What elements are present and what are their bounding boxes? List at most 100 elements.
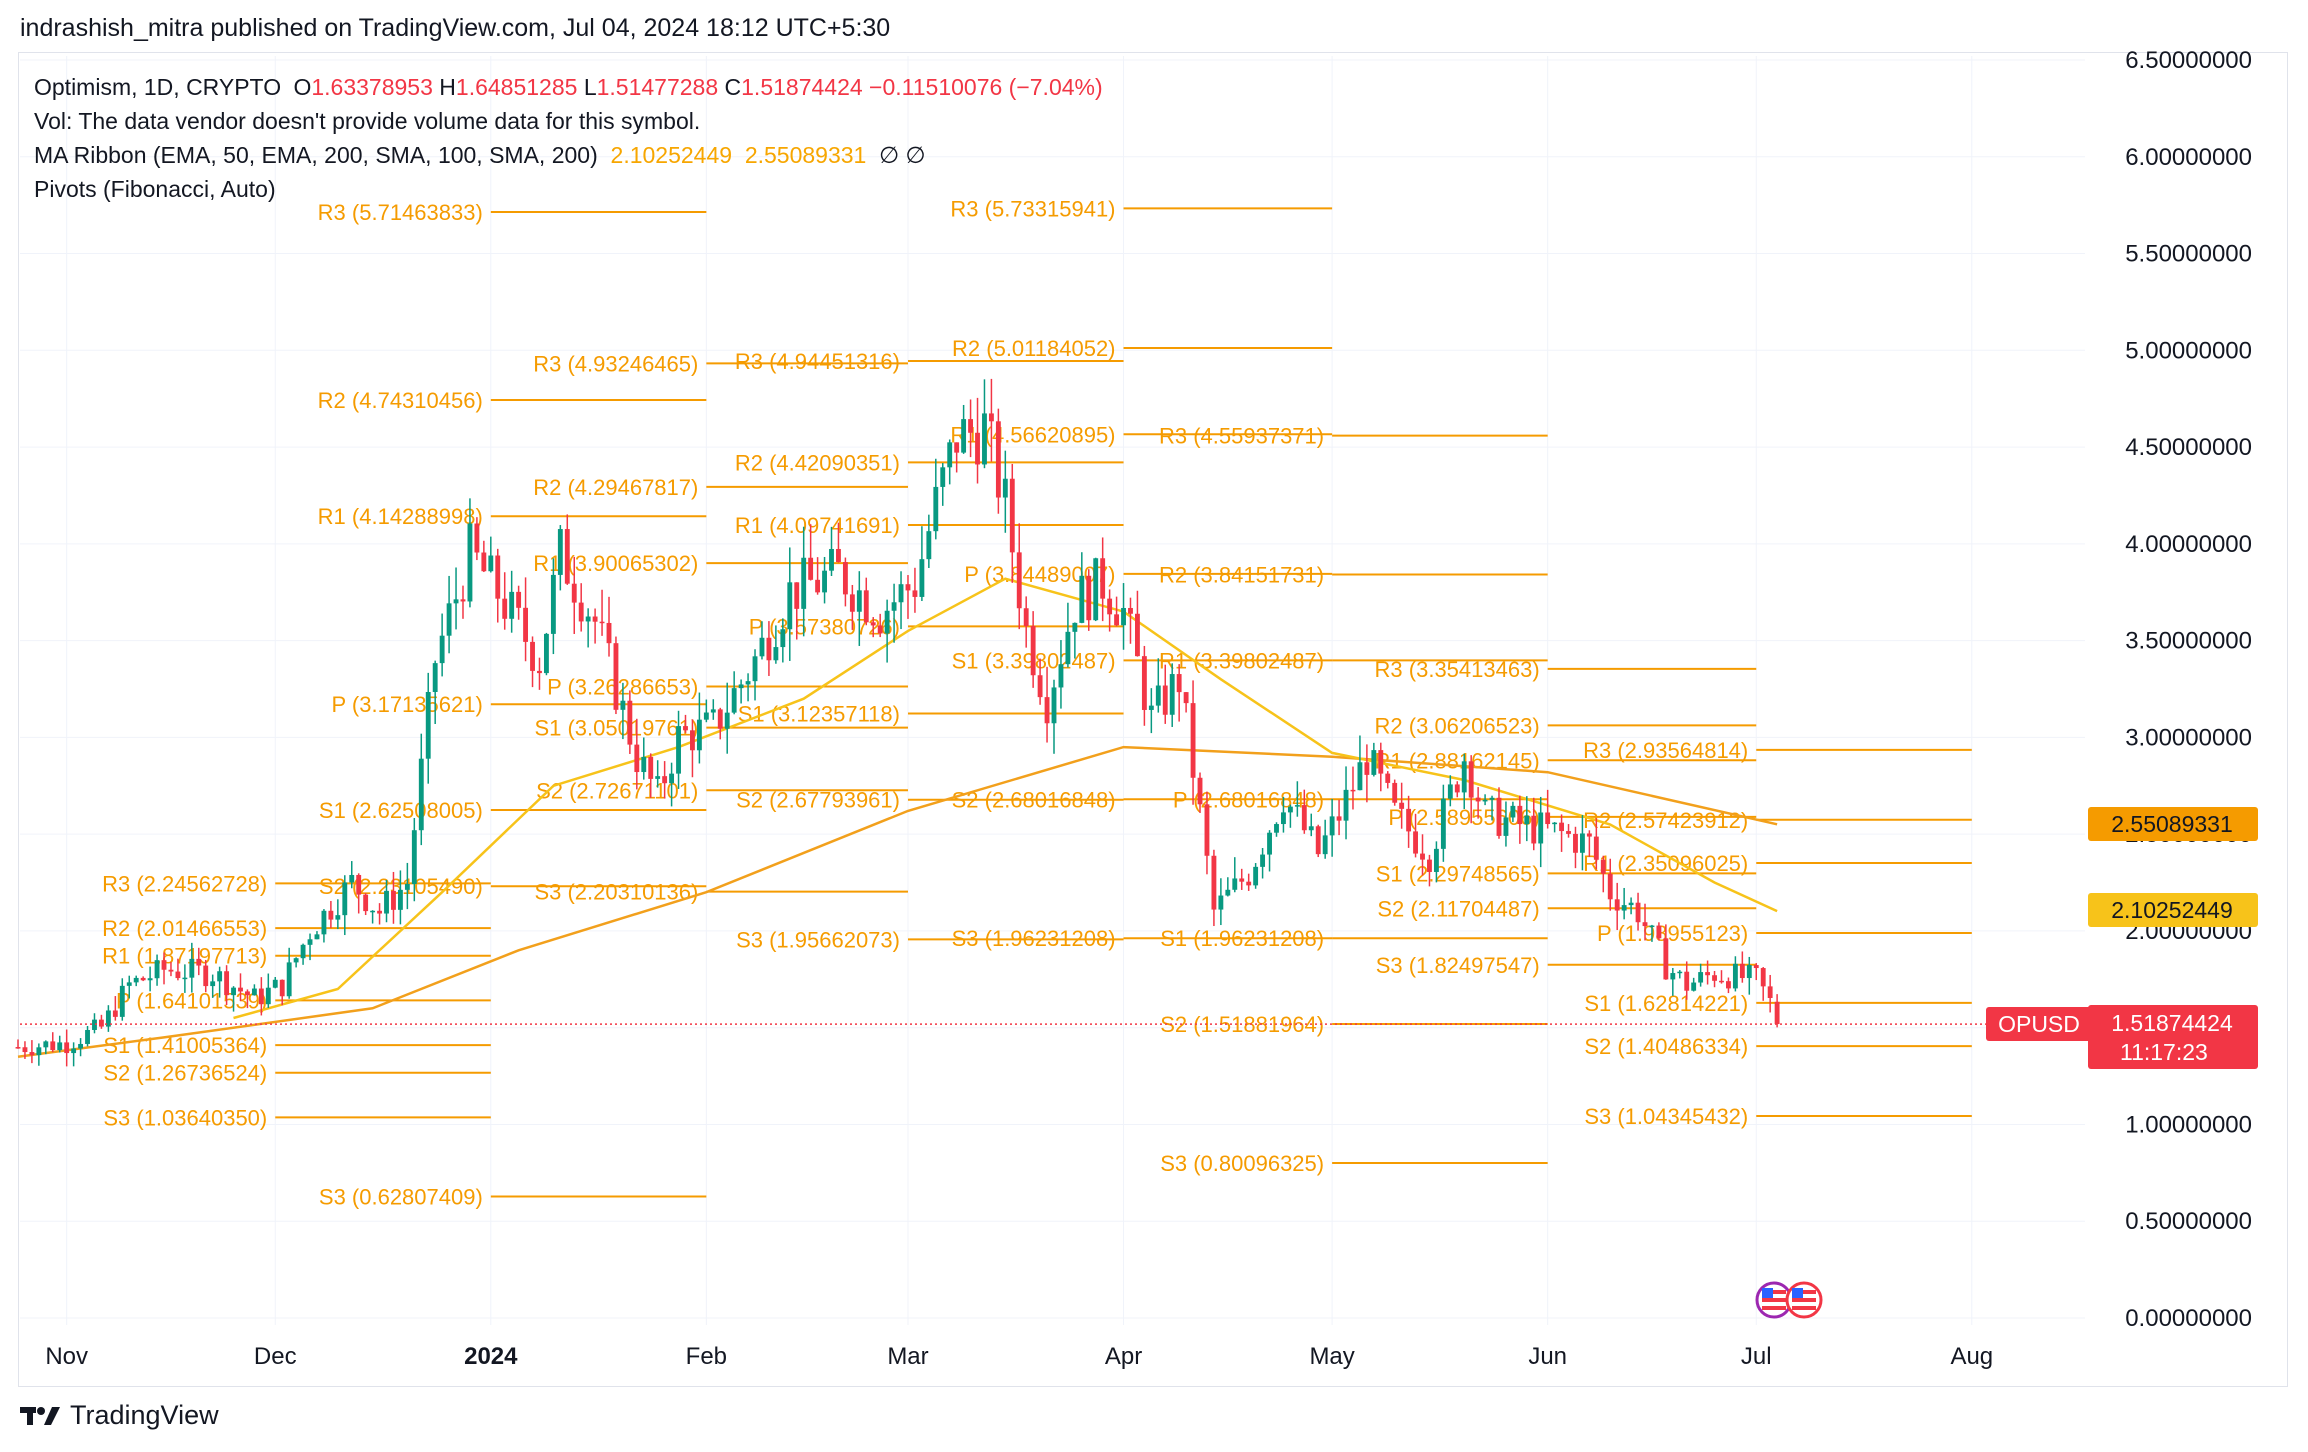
candle-body <box>1190 703 1196 778</box>
candle-body <box>724 712 730 729</box>
candle-body <box>634 744 640 773</box>
flag-icon[interactable] <box>1755 1281 1823 1319</box>
pivot-label: S1 (1.62814221) <box>1584 991 1748 1016</box>
candle-body <box>1211 855 1217 910</box>
pivot-label: S1 (3.05019761) <box>534 716 698 741</box>
pivot-label: S3 (1.04345432) <box>1584 1104 1748 1129</box>
candle-body <box>391 890 396 910</box>
pivot-label: S1 (2.62508005) <box>319 798 483 823</box>
countdown-timer: 11:17:23 <box>2120 1039 2208 1065</box>
candle-body <box>370 910 376 913</box>
candle-body <box>1093 558 1099 621</box>
candle-body <box>815 579 821 593</box>
x-tick-label: Jul <box>1741 1343 1772 1370</box>
candle-body <box>182 977 188 980</box>
pivot-label: P (3.84489007) <box>964 562 1115 587</box>
candle-body <box>933 486 939 532</box>
candle-body <box>606 622 612 644</box>
candle-body <box>1746 965 1752 979</box>
pivot-label: P (1.98955123) <box>1597 921 1748 946</box>
pivot-label: R2 (4.42090351) <box>735 450 900 475</box>
candle-body <box>1705 972 1711 976</box>
candle-body <box>794 582 800 609</box>
candle-body <box>133 977 139 983</box>
candle-body <box>676 726 681 774</box>
candle-body <box>1635 902 1641 923</box>
candle-body <box>1447 784 1453 799</box>
candle-body <box>314 934 320 940</box>
ma-upper-badge: 2.55089331 <box>2088 807 2258 841</box>
pivot-label: R3 (5.73315941) <box>950 196 1115 221</box>
candle-body <box>1399 802 1405 809</box>
legend-ma-row[interactable]: MA Ribbon (EMA, 50, EMA, 200, SMA, 100, … <box>34 138 1103 172</box>
candle-body <box>1760 968 1766 987</box>
candle-body <box>1044 697 1050 724</box>
pivot-label: R2 (5.01184052) <box>952 336 1116 361</box>
candle-body <box>258 988 264 1005</box>
candle-body <box>1691 982 1697 991</box>
candle-body <box>1475 797 1481 802</box>
candle-body <box>161 960 167 970</box>
candle-body <box>251 988 257 996</box>
candle-body <box>856 590 862 612</box>
candle-body <box>773 647 779 661</box>
candle-body <box>968 419 973 433</box>
candle-body <box>787 582 793 630</box>
candle-body <box>474 523 480 553</box>
legend-change: −0.11510076 (−7.04%) <box>869 74 1103 100</box>
candle-body <box>703 712 709 720</box>
candle-body <box>356 874 362 895</box>
pivot-label: S3 (1.96231208) <box>952 926 1116 951</box>
candle-body <box>467 523 473 602</box>
candle-body <box>884 610 890 634</box>
x-tick-label: Dec <box>254 1343 297 1370</box>
candle-body <box>1114 614 1120 626</box>
candle-body <box>1753 965 1759 969</box>
candle-body <box>238 987 243 992</box>
candle-body <box>1712 975 1717 981</box>
x-tick-label: Aug <box>1950 1343 1993 1370</box>
candle-layer <box>15 378 2085 1067</box>
price-badge: 1.51874424 11:17:23 <box>2088 1005 2258 1069</box>
publisher-line: indrashish_mitra published on TradingVie… <box>20 14 891 42</box>
pivot-label: S3 (0.80096325) <box>1160 1151 1324 1176</box>
pivot-label: S1 (1.41005364) <box>103 1033 267 1058</box>
candle-body <box>1503 817 1509 836</box>
candle-body <box>1628 902 1634 906</box>
legend-vol-row[interactable]: Vol: The data vendor doesn't provide vol… <box>34 108 701 134</box>
candle-body <box>1315 826 1321 855</box>
candle-body <box>940 467 946 487</box>
candle-body <box>321 910 327 935</box>
candle-body <box>1607 873 1613 900</box>
legend-symbol[interactable]: Optimism, 1D, CRYPTO <box>34 74 282 100</box>
candle-body <box>926 531 932 560</box>
x-tick-label: Feb <box>686 1343 727 1370</box>
candle-body <box>1002 478 1008 498</box>
ma-ema200-line <box>17 745 1778 1058</box>
candle-body <box>1128 607 1133 614</box>
candle-body <box>1656 925 1662 939</box>
candle-body <box>530 641 535 671</box>
candle-body <box>1107 598 1113 615</box>
pivot-label: S1 (2.29748565) <box>1376 861 1540 886</box>
candle-body <box>175 971 181 979</box>
candle-body <box>1148 705 1154 710</box>
candle-body <box>1586 833 1592 837</box>
symbol-tag[interactable]: OPUSD <box>1986 1007 2092 1041</box>
candle-body <box>1155 685 1161 706</box>
candle-body <box>1482 799 1488 802</box>
candle-body <box>1454 784 1460 793</box>
pivot-label: R3 (3.35413463) <box>1375 657 1540 682</box>
candle-body <box>377 910 382 914</box>
candle-body <box>112 1010 118 1017</box>
brand-footer[interactable]: TradingView <box>20 1400 219 1431</box>
x-tick-label: 2024 <box>464 1343 518 1370</box>
candle-body <box>662 776 668 784</box>
legend-pivots-row[interactable]: Pivots (Fibonacci, Auto) <box>34 176 276 202</box>
symbol-tag-text: OPUSD <box>1998 1011 2080 1037</box>
candle-body <box>1086 575 1092 621</box>
candle-body <box>752 656 758 682</box>
candle-body <box>210 981 216 987</box>
candle-body <box>147 978 153 981</box>
